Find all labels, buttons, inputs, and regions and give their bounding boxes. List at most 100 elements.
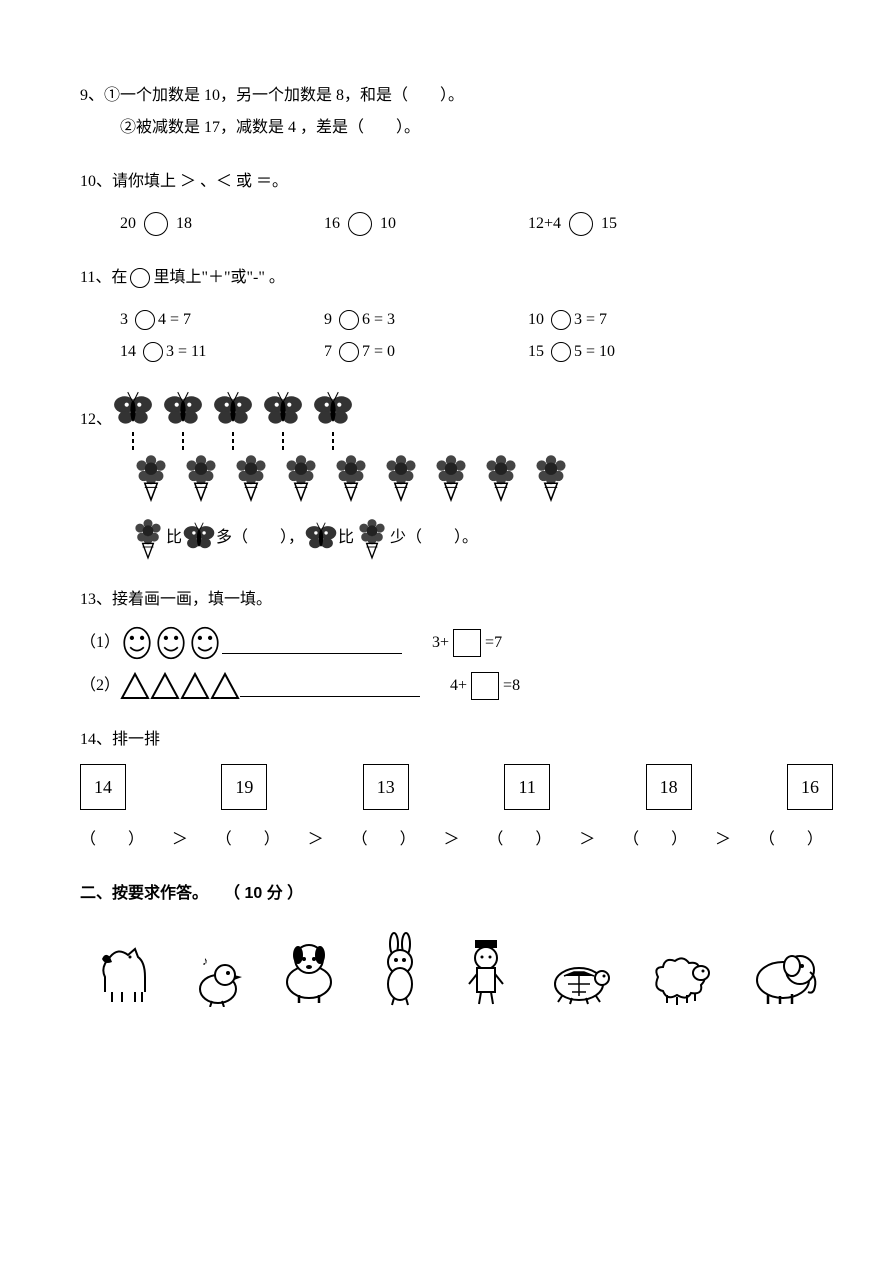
question-12: 12、 [80,390,833,562]
q13-p2-eq: 4+ =8 [450,670,520,702]
bird-icon: ♪ [190,947,245,1007]
q13-p2-label: （2） [80,670,120,702]
blank-line[interactable] [240,676,420,697]
q12-compare-d: 少（ ）。 [390,522,478,554]
blank-box-icon[interactable] [471,672,499,700]
number-box: 19 [221,764,267,810]
number-box: 14 [80,764,126,810]
q10-items: 20 18 16 10 12+4 15 [120,208,833,240]
question-9: 9、①一个加数是 10，另一个加数是 8，和是（ ）。 ②被减数是 17，减数是… [80,80,833,144]
question-14: 14、排一排 141913111816 （ ）＞（ ）＞（ ）＞（ ）＞（ ）＞… [80,724,833,856]
rabbit-icon [374,932,429,1007]
dog-icon [274,937,344,1007]
blank-circle-icon[interactable] [339,310,359,330]
q11-r1-2-b: 3 = 7 [574,311,607,328]
q11-r1-1-a: 9 [324,311,332,328]
q11-row1: 3 4 = 7 9 6 = 3 10 3 = 7 [120,304,833,336]
animals-row: ♪ [80,932,833,1007]
q11-r1-0-b: 4 = 7 [158,311,191,328]
q12-butterflies-row: 12、 [80,390,833,450]
q11-r2-0-b: 3 = 11 [166,343,206,360]
q14-prefix: 14、 [80,731,112,748]
question-11: 11、在 里填上"＋"或"-" 。 3 4 = 7 9 6 = 3 10 3 = … [80,262,833,368]
blank-paren[interactable]: （ ） [80,824,144,856]
q11-r2-2-b: 5 = 10 [574,343,615,360]
butterfly-icon [182,521,216,555]
q11-text-a: 在 [111,269,127,286]
blank-box-icon[interactable] [453,629,481,657]
q12-prefix: 12、 [80,404,112,436]
number-box: 16 [787,764,833,810]
blank-circle-icon[interactable] [339,342,359,362]
blank-circle-icon[interactable] [143,342,163,362]
q10-prefix: 10、 [80,173,112,190]
q11-text-b: 里填上"＋"或"-" 。 [153,269,284,286]
blank-circle-icon[interactable] [569,212,593,236]
svg-text:♪: ♪ [202,954,208,968]
butterfly-icon [304,521,338,555]
q12-compare-a: 比 [166,522,182,554]
q11-r2-1-b: 7 = 0 [362,343,395,360]
q13-text: 接着画一画，填一填。 [112,591,272,608]
number-box: 11 [504,764,550,810]
blank-circle-icon[interactable] [348,212,372,236]
blank-circle-icon[interactable] [144,212,168,236]
blank-paren[interactable]: （ ） [352,824,416,856]
q11-r2-0: 14 3 = 11 [120,336,320,368]
q13-p1-label: （1） [80,627,120,659]
blank-paren[interactable]: （ ） [487,824,551,856]
q13-p2-eq-a: 4+ [450,677,467,694]
q13-p1: （1） 3+ =7 [80,626,833,660]
q10-item-2: 12+4 15 [528,208,728,240]
blank-circle-icon [130,268,150,288]
q13-prefix: 13、 [80,591,112,608]
horse-icon [90,937,160,1007]
q10-text: 请你填上 ＞ 、＜ 或 ＝。 [112,173,288,190]
q10-item-2-a: 12+4 [528,215,561,232]
gt-sign: ＞ [579,824,595,856]
blank-circle-icon[interactable] [135,310,155,330]
blank-paren[interactable]: （ ） [759,824,823,856]
gt-sign: ＞ [172,824,188,856]
flower-icon [354,514,390,562]
blank-circle-icon[interactable] [551,310,571,330]
q13-p2-eq-b: =8 [503,677,520,694]
q13-p2: （2） 4+ =8 [80,670,833,702]
question-10: 10、请你填上 ＞ 、＜ 或 ＝。 20 18 16 10 12+4 15 [80,166,833,240]
q11-r1-1: 9 6 = 3 [324,304,524,336]
q11-prefix: 11、 [80,269,111,286]
triangle-row [120,670,240,702]
q11-r2-0-a: 14 [120,343,136,360]
q14-text: 排一排 [112,731,160,748]
q11-r1-0-a: 3 [120,311,128,328]
q11-r1-2-a: 10 [528,311,544,328]
q11-r2-2-a: 15 [528,343,544,360]
q11-r2-1: 7 7 = 0 [324,336,524,368]
q9-line1-text: ①一个加数是 10，另一个加数是 8，和是（ ）。 [104,87,464,104]
q11-r2-2: 15 5 = 10 [528,336,728,368]
flower-icon [130,514,166,562]
blank-line[interactable] [222,633,402,654]
q13-p1-eq-b: =7 [485,634,502,651]
flower-row [130,450,580,504]
q11-row2: 14 3 = 11 7 7 = 0 15 5 = 10 [120,336,833,368]
q10-item-1-b: 10 [380,215,396,232]
section-2-points: （ 10 分 ） [224,885,303,902]
section-2-heading: 二、按要求作答。 （ 10 分 ） [80,878,833,910]
blank-circle-icon[interactable] [551,342,571,362]
q9-line2: ②被减数是 17，减数是 4 ，差是（ ）。 [120,112,833,144]
q12-compare-c: 比 [338,522,354,554]
section-2-title: 二、按要求作答。 [80,885,208,902]
q11-r2-1-a: 7 [324,343,332,360]
q11-r1-0: 3 4 = 7 [120,304,320,336]
q13-p1-eq: 3+ =7 [432,627,502,659]
smiley-row [120,626,222,660]
elephant-icon [748,942,823,1007]
blank-paren[interactable]: （ ） [623,824,687,856]
q10-item-0: 20 18 [120,208,320,240]
blank-paren[interactable]: （ ） [216,824,280,856]
q11-r1-2: 10 3 = 7 [528,304,728,336]
q10-item-2-b: 15 [601,215,617,232]
number-box: 13 [363,764,409,810]
q13-p1-eq-a: 3+ [432,634,449,651]
